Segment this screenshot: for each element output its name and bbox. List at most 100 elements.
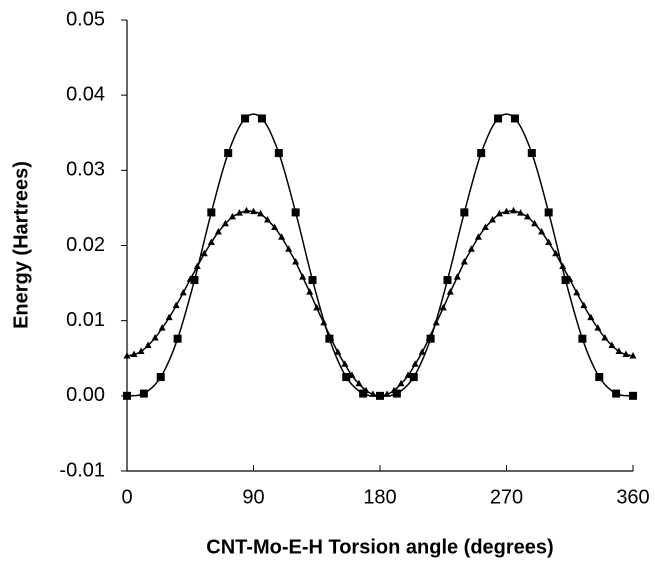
triangle-marker (418, 348, 426, 355)
triangle-marker (481, 223, 489, 230)
triangle-marker (376, 391, 384, 399)
triangle-marker (235, 209, 243, 216)
triangle-marker (151, 333, 159, 341)
square-marker (629, 391, 637, 400)
triangle-marker (629, 351, 637, 359)
triangle-marker (404, 371, 412, 379)
square-marker (207, 208, 216, 217)
x-tick-label: 0 (121, 486, 132, 508)
triangle-marker (144, 341, 152, 348)
triangle-marker (278, 233, 286, 240)
triangle-marker (383, 390, 391, 397)
square-marker (595, 373, 604, 382)
triangle-marker (179, 288, 187, 296)
square-marker (409, 373, 418, 382)
triangle-marker (172, 301, 180, 309)
square-marker (224, 149, 233, 158)
square-marker (123, 391, 131, 400)
triangle-marker (580, 301, 588, 309)
square-marker (190, 276, 199, 285)
triangle-marker (524, 212, 532, 220)
triangle-marker (341, 360, 349, 367)
triangle-marker (362, 386, 370, 394)
triangle-marker (446, 288, 454, 295)
triangle-marker (158, 324, 166, 331)
square-marker (274, 149, 283, 158)
triangle-marker (369, 390, 377, 397)
square-marker (139, 389, 148, 398)
triangle-marker (186, 275, 194, 282)
x-tick-label: 180 (363, 486, 396, 508)
triangle-marker (334, 348, 342, 355)
square-marker (578, 334, 587, 343)
square-marker (510, 114, 519, 123)
triangle-marker (390, 386, 398, 394)
y-tick-label: 0.00 (66, 384, 105, 406)
triangle-marker (615, 347, 623, 354)
square-marker (241, 114, 250, 123)
triangle-marker (299, 273, 307, 280)
y-tick-label: 0.04 (66, 83, 105, 105)
triangle-marker (327, 333, 335, 341)
triangle-marker (292, 258, 300, 265)
triangle-marker (313, 303, 321, 311)
triangle-marker (242, 206, 250, 214)
triangle-marker (123, 351, 131, 359)
triangle-marker (460, 258, 468, 265)
triangle-marker (573, 288, 581, 296)
triangle-marker (425, 333, 433, 341)
y-axis-title: Energy (Hartrees) (10, 161, 32, 329)
series-line (126, 210, 634, 397)
square-marker (392, 389, 401, 398)
square-marker (257, 114, 266, 123)
triangle-marker (608, 341, 616, 348)
triangle-marker (538, 227, 546, 235)
triangle-marker (594, 324, 602, 331)
square-marker (359, 389, 368, 398)
square-marker (544, 208, 553, 217)
square-marker (173, 334, 182, 343)
triangle-marker (552, 249, 560, 257)
triangle-marker (257, 209, 265, 217)
square-marker (494, 114, 503, 123)
triangle-marker (285, 245, 293, 252)
triangle-marker (130, 350, 138, 357)
y-tick-label: 0.03 (66, 159, 105, 181)
triangle-marker (200, 249, 208, 257)
triangle-marker (411, 360, 419, 367)
triangle-marker (250, 207, 257, 215)
triangle-marker (306, 288, 314, 295)
triangle-marker (228, 212, 236, 220)
square-marker (477, 149, 486, 158)
triangle-marker (432, 318, 440, 326)
triangle-marker (566, 275, 574, 282)
square-marker (308, 276, 317, 285)
square-marker (527, 149, 536, 158)
x-tick-label: 360 (616, 486, 649, 508)
triangle-marker (137, 347, 145, 354)
triangle-marker (453, 273, 461, 280)
square-marker (342, 373, 351, 382)
y-tick-label: 0.01 (66, 309, 105, 331)
triangle-marker (503, 207, 510, 215)
y-tick-label: 0.05 (66, 8, 105, 30)
triangle-marker (587, 313, 595, 321)
triangle-marker (207, 238, 215, 245)
triangle-marker (271, 223, 279, 230)
triangle-marker (264, 215, 272, 223)
triangle-marker (348, 371, 356, 379)
x-tick-label: 90 (242, 486, 264, 508)
triangle-marker (622, 350, 630, 357)
square-marker (443, 276, 452, 285)
x-axis-title: CNT-Mo-E-H Torsion angle (degrees) (206, 536, 553, 558)
x-tick-label: 270 (490, 486, 523, 508)
triangle-marker (193, 262, 201, 270)
square-marker (156, 373, 165, 382)
triangle-marker (467, 245, 475, 252)
triangle-marker (545, 238, 553, 245)
triangle-marker (601, 333, 609, 341)
triangle-marker (531, 219, 539, 227)
triangle-marker (510, 206, 518, 214)
